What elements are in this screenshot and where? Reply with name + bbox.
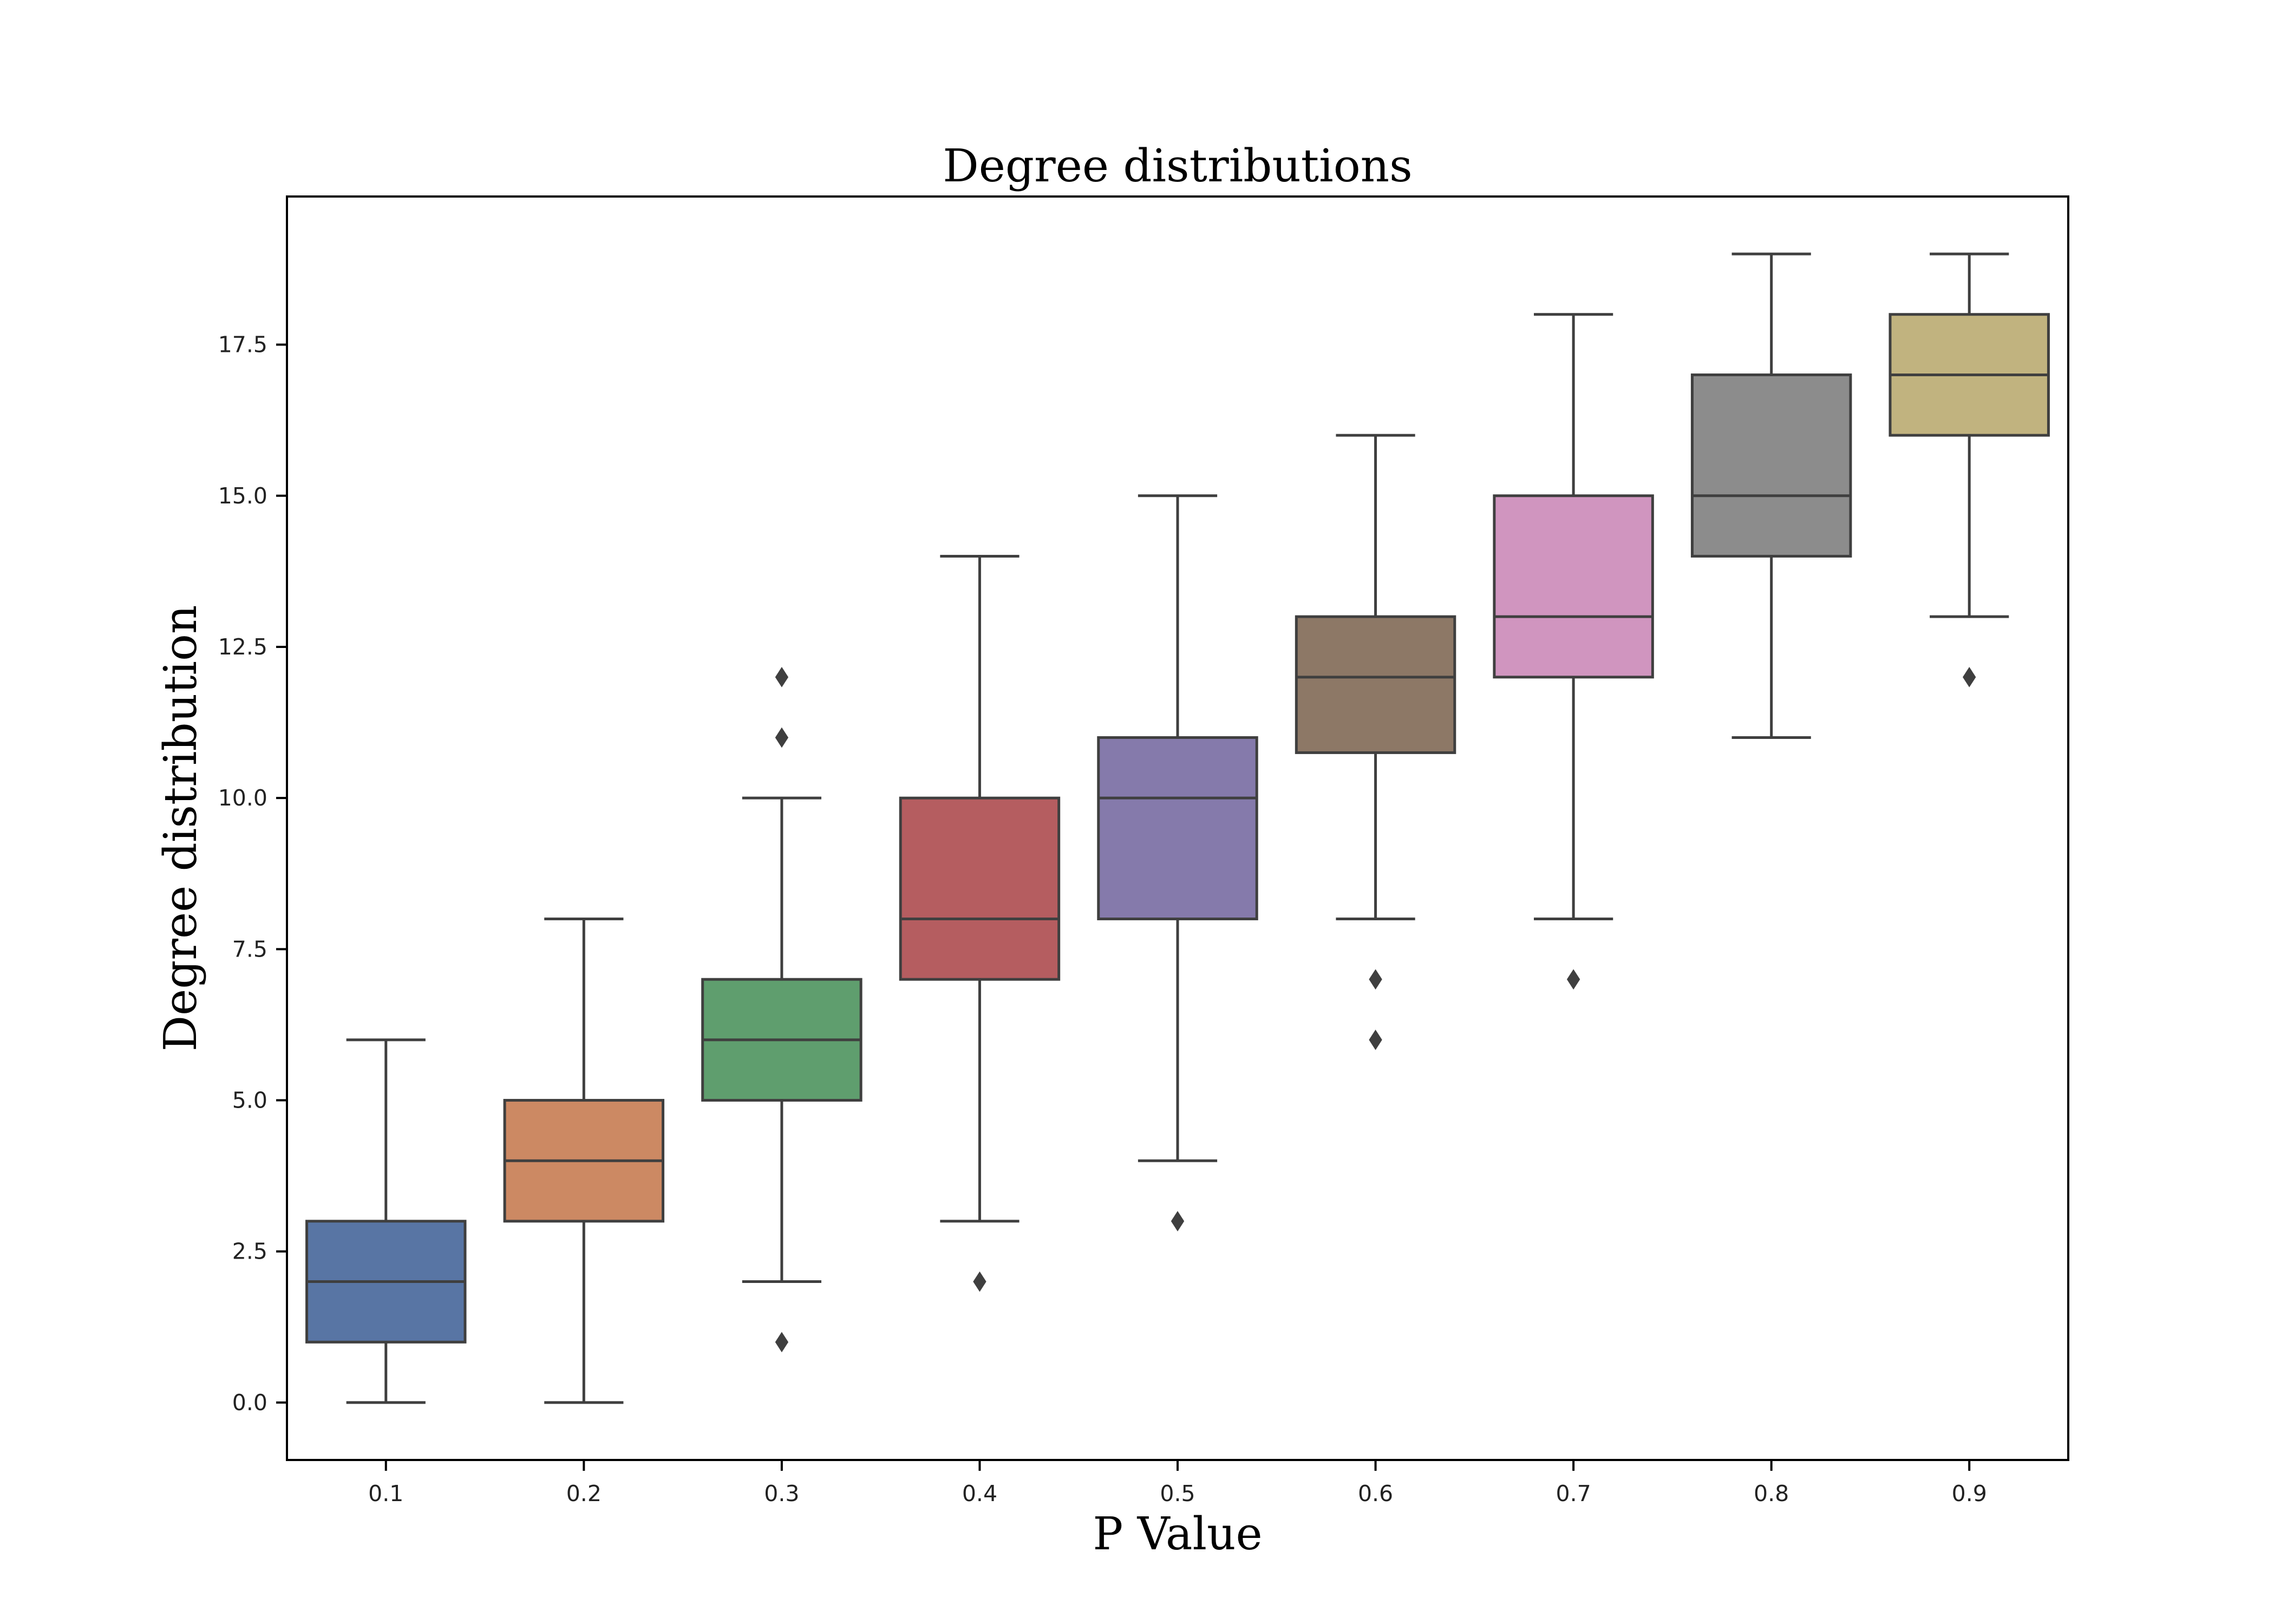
x-axis-label: P Value [1093, 1508, 1262, 1560]
y-tick-label: 17.5 [218, 332, 267, 358]
y-tick-label: 5.0 [232, 1088, 267, 1114]
box-0.5 [1097, 736, 1258, 921]
x-tick-label: 0.2 [566, 1481, 602, 1507]
y-tick-label: 15.0 [218, 483, 267, 509]
box-0.6 [1295, 615, 1456, 754]
chart-title: Degree distributions [943, 140, 1412, 192]
y-tick-label: 7.5 [232, 936, 267, 962]
y-tick-label: 10.0 [218, 785, 267, 811]
box-0.7 [1493, 494, 1654, 679]
x-tick-label: 0.4 [962, 1481, 997, 1507]
outlier-point [1963, 666, 1976, 687]
x-tick-label: 0.6 [1358, 1481, 1393, 1507]
box-0.4 [899, 796, 1061, 981]
outlier-point [1369, 1030, 1382, 1050]
x-tick-label: 0.8 [1754, 1481, 1789, 1507]
outlier-point [1566, 969, 1580, 990]
box-0.8 [1690, 373, 1852, 558]
outlier-point [1171, 1211, 1185, 1232]
y-tick-label: 0.0 [232, 1390, 267, 1416]
x-tick-label: 0.7 [1556, 1481, 1591, 1507]
y-tick-label: 2.5 [232, 1239, 267, 1265]
y-tick-label: 12.5 [218, 634, 267, 660]
x-tick-label: 0.9 [1952, 1481, 1987, 1507]
plot-frame [286, 195, 2069, 1461]
x-tick-label: 0.1 [368, 1481, 403, 1507]
x-tick-label: 0.5 [1160, 1481, 1195, 1507]
plot-area: 0.0 2.5 5.0 7.5 10.0 12.5 15.0 17.5 0.1 0.2 0.3 0.4… [218, 252, 2050, 1507]
outlier-point [775, 1332, 789, 1353]
outlier-point [775, 727, 789, 748]
x-tick-label: 0.3 [764, 1481, 799, 1507]
outlier-point [775, 666, 789, 687]
y-axis-label: Degree distribution [154, 605, 207, 1052]
outlier-point [973, 1271, 986, 1292]
outlier-point [1369, 969, 1382, 990]
